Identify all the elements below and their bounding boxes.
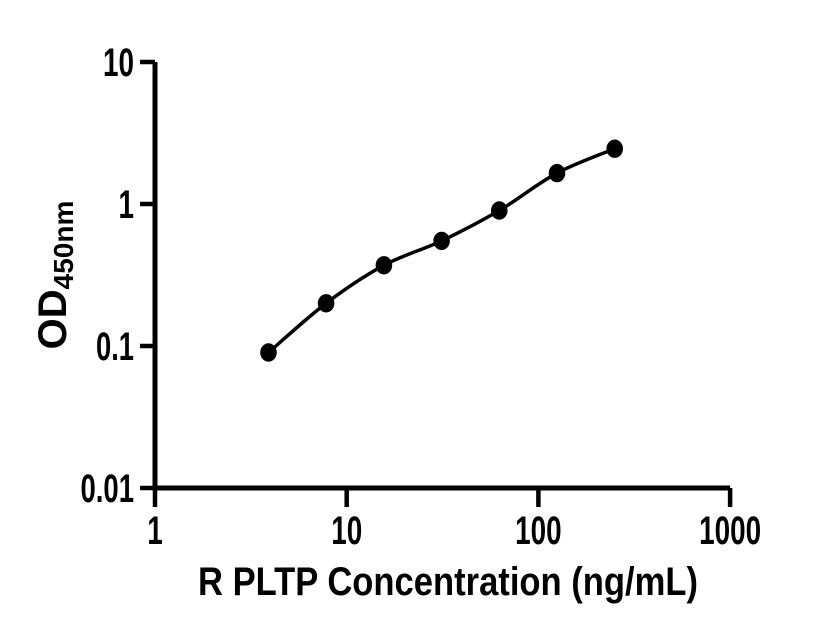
x-tick-label: 1000 [699, 509, 761, 553]
data-point [260, 343, 277, 362]
x-axis-title: R PLTP Concentration (ng/mL) [198, 560, 698, 604]
x-tick-label: 10 [331, 509, 362, 553]
data-point [491, 201, 508, 220]
x-tick-label: 100 [515, 509, 562, 553]
y-axis-title: OD450nm [31, 201, 79, 350]
y-tick-label: 0.01 [81, 467, 135, 511]
y-tick-label: 1 [119, 183, 135, 227]
x-tick-label: 1 [147, 509, 163, 553]
y-tick-label: 0.1 [96, 325, 134, 369]
axes-layer [152, 62, 731, 491]
axis-spine [152, 62, 731, 491]
y-axis-title-main: OD [31, 289, 75, 349]
data-point [433, 231, 450, 251]
data-point [606, 139, 623, 158]
data-point [317, 294, 335, 313]
y-tick-label: 10 [103, 41, 134, 85]
data-series-layer [260, 139, 623, 362]
data-point [548, 163, 566, 183]
data-point [375, 256, 393, 275]
tick-layer: 10 1 0.1 0.01 1 10 100 1000 [81, 41, 762, 553]
y-axis-title-sub: 450nm [48, 201, 79, 290]
